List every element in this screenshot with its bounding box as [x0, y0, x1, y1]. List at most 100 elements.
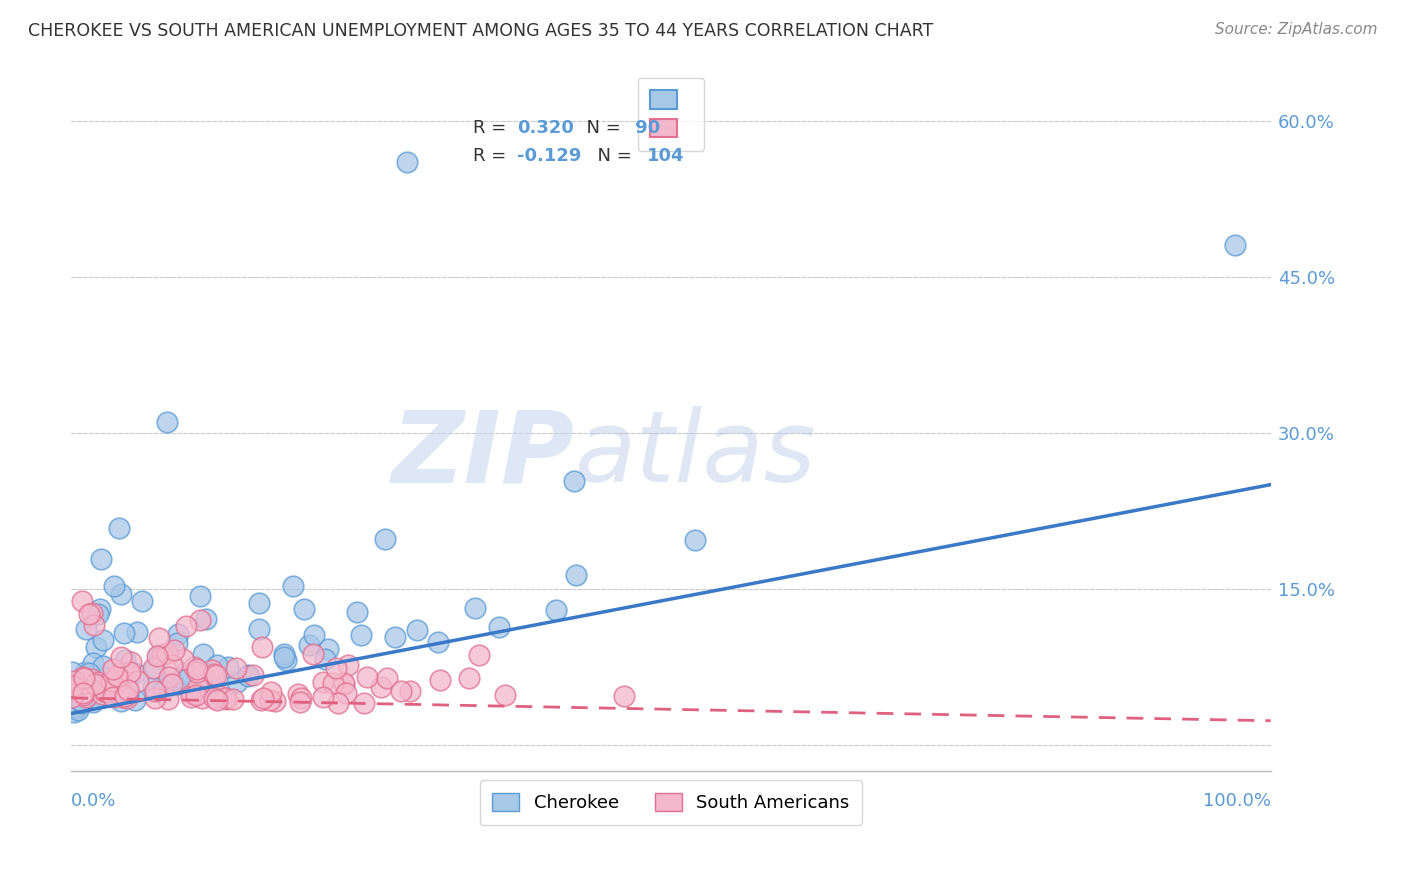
Point [110, 669, 132, 683]
Point [186, 665, 208, 680]
Point [302, 647, 325, 661]
Text: ZIP: ZIP [392, 406, 575, 503]
Point [202, 666, 225, 681]
Point [314, 651, 336, 665]
Point [427, 635, 450, 649]
Point [389, 684, 412, 698]
Point [127, 673, 149, 688]
Point [384, 630, 406, 644]
Point [156, 415, 179, 429]
Point [194, 612, 217, 626]
Point [180, 690, 202, 704]
Point [163, 642, 186, 657]
Point [75, 622, 97, 636]
Point [111, 690, 134, 704]
Point [242, 668, 264, 682]
Point [193, 680, 215, 694]
Point [165, 678, 187, 692]
Point [562, 474, 585, 488]
Point [322, 675, 344, 690]
Point [405, 624, 427, 638]
Point [325, 661, 347, 675]
Point [90, 552, 112, 566]
Point [333, 677, 356, 691]
Point [247, 596, 270, 610]
Point [115, 690, 138, 705]
Point [250, 693, 273, 707]
Point [259, 692, 281, 706]
Point [91, 672, 114, 686]
Point [97, 677, 120, 691]
Text: -0.129: -0.129 [517, 147, 582, 165]
Point [107, 671, 129, 685]
Point [63, 674, 86, 689]
Point [396, 155, 419, 169]
Point [464, 600, 486, 615]
Point [101, 662, 124, 676]
Point [67, 673, 90, 687]
Point [250, 640, 273, 654]
Point [110, 586, 132, 600]
Point [65, 700, 87, 714]
Point [238, 668, 260, 682]
Point [100, 673, 122, 688]
Text: 100.0%: 100.0% [1202, 792, 1271, 810]
Point [143, 661, 166, 675]
Point [112, 674, 135, 689]
Point [142, 661, 165, 675]
Point [336, 657, 359, 672]
Point [191, 667, 214, 681]
Point [294, 602, 316, 616]
Point [89, 602, 111, 616]
Point [118, 665, 141, 680]
Point [273, 647, 295, 661]
Point [70, 689, 93, 703]
Point [72, 670, 94, 684]
Point [72, 671, 94, 685]
Point [87, 607, 110, 621]
Point [166, 636, 188, 650]
Point [86, 674, 108, 689]
Point [683, 533, 706, 548]
Legend: Cherokee, South Americans: Cherokee, South Americans [479, 780, 862, 825]
Point [143, 691, 166, 706]
Point [93, 680, 115, 694]
Point [273, 649, 295, 664]
Point [201, 679, 224, 693]
Point [152, 682, 174, 697]
Point [157, 670, 180, 684]
Point [494, 688, 516, 702]
Point [79, 607, 101, 621]
Point [167, 627, 190, 641]
Point [346, 605, 368, 619]
Point [143, 684, 166, 698]
Point [114, 690, 136, 704]
Point [180, 687, 202, 701]
Text: 0.0%: 0.0% [72, 792, 117, 810]
Point [259, 684, 281, 698]
Point [115, 667, 138, 681]
Point [353, 696, 375, 710]
Point [304, 628, 326, 642]
Point [281, 579, 304, 593]
Point [226, 674, 249, 689]
Point [93, 684, 115, 698]
Text: Source: ZipAtlas.com: Source: ZipAtlas.com [1215, 22, 1378, 37]
Text: atlas: atlas [575, 406, 817, 503]
Point [105, 669, 128, 683]
Point [156, 646, 179, 660]
Point [333, 676, 356, 690]
Point [172, 652, 194, 666]
Point [191, 691, 214, 706]
Point [148, 632, 170, 646]
Point [225, 661, 247, 675]
Point [63, 705, 86, 719]
Point [110, 649, 132, 664]
Point [201, 663, 224, 677]
Point [183, 659, 205, 673]
Point [101, 690, 124, 704]
Point [335, 686, 357, 700]
Point [148, 648, 170, 662]
Point [83, 676, 105, 690]
Point [114, 653, 136, 667]
